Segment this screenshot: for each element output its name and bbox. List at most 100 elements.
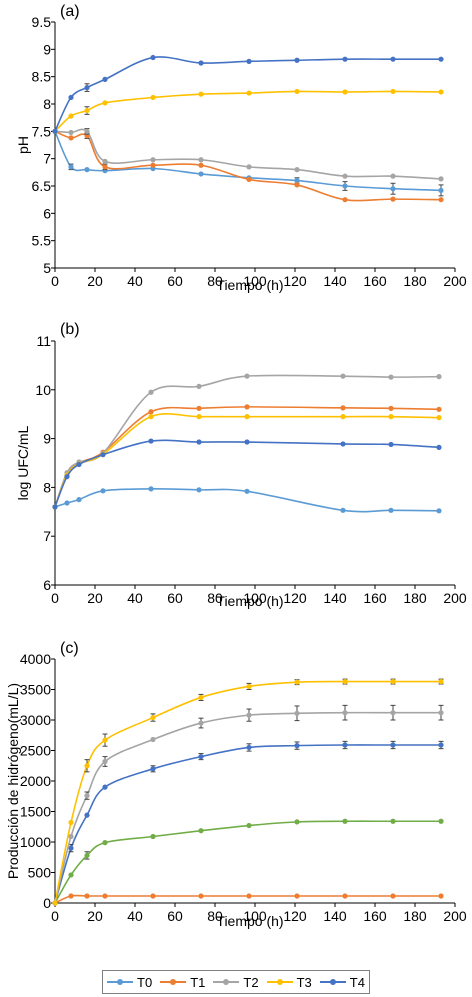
chart-b-series-t3-point — [148, 414, 154, 420]
chart-c-series-t4-point — [150, 766, 156, 772]
chart-c-x-tick-label: 100 — [243, 908, 267, 924]
chart-b-series-t2-point — [340, 373, 346, 379]
chart-c-y-tick-label: 2500 — [20, 743, 51, 759]
chart-b-x-tick-label: 0 — [51, 590, 59, 606]
chart-c-y-tick-label: 4000 — [20, 651, 51, 667]
chart-b-series-t3-point — [436, 415, 442, 421]
chart-a-series-t4-point — [342, 56, 348, 62]
chart-a-series-t0-point — [438, 187, 444, 193]
chart-c-y-tick-label: 1000 — [20, 834, 51, 850]
chart-c-series-t1-point — [294, 893, 300, 899]
chart-a-series-t4-point — [246, 58, 252, 64]
chart-a-series-t4-point — [84, 85, 90, 91]
chart-c-series-t3-point — [390, 678, 396, 685]
chart-b-series-t0-point — [64, 500, 70, 506]
chart-a-y-tick-label: 6.5 — [32, 178, 52, 194]
chart-c-series-t4-point — [68, 845, 74, 851]
chart-b-series-t2-point — [148, 389, 154, 395]
legend-swatch-t2 — [213, 976, 240, 988]
chart-b-series-t1-point — [244, 404, 250, 410]
chart-b-series-t2-line — [54, 374, 440, 508]
chart-a-series-t1-point — [390, 196, 396, 202]
chart-c-series-t2-point — [294, 710, 300, 716]
chart-b-series-t4-line — [54, 439, 440, 508]
chart-b-x-tick-label: 40 — [127, 590, 143, 606]
chart-a-series-t1-point — [198, 162, 204, 168]
chart-b-y-label: log UFC/mL — [15, 425, 31, 500]
chart-a-series-t1-point — [246, 176, 252, 183]
chart-c-series-t2-point — [198, 720, 204, 726]
chart-c-x-tick-label: 80 — [207, 908, 223, 924]
chart-b-x-tick-label: 120 — [283, 590, 307, 606]
chart-c-series-unnamed-1-point — [150, 833, 156, 840]
chart-a-series-t3-point — [390, 88, 396, 95]
legend-label-t4: T4 — [349, 974, 365, 990]
chart-c-x-tick-label: 200 — [443, 908, 467, 924]
chart-b-x-label: Tiempo (h) — [216, 593, 283, 609]
chart-a-series-t0-point — [68, 164, 74, 170]
chart-c-series-t2-point — [150, 736, 156, 743]
chart-a-series-t2-point — [294, 167, 300, 173]
chart-a-x-tick-label: 180 — [403, 273, 427, 289]
chart-c-series-t4-point — [246, 744, 252, 751]
chart-c-y-tick-label: 0 — [43, 895, 51, 911]
chart-c-series-unnamed-1-point — [102, 840, 108, 846]
chart-c-series-t1-point — [390, 893, 396, 899]
chart-a-y-tick-label: 9 — [43, 41, 51, 57]
chart-a-series-t4-point — [390, 56, 396, 62]
legend-label-t1: T1 — [190, 974, 206, 990]
chart-b-series-t0-point — [436, 508, 442, 514]
chart-a-y-tick-label: 8 — [43, 96, 51, 112]
chart-c-series-t3-point — [342, 678, 348, 685]
chart-a-series-t4-point — [438, 56, 444, 62]
chart-a-x-tick-label: 80 — [207, 273, 223, 289]
chart-a-x-tick-label: 20 — [87, 273, 103, 289]
chart-c-series-t3-point — [150, 714, 156, 721]
chart-c-series-t3-point — [68, 819, 74, 826]
chart-a-y-tick-label: 7 — [43, 151, 51, 167]
chart-c-y-tick-label: 2000 — [20, 773, 51, 789]
chart-b-series-t1-point — [148, 409, 154, 415]
chart-a-series-t1-point — [438, 197, 444, 203]
chart-c-series-t2-point — [84, 793, 90, 799]
chart-a-series-t2-point — [246, 164, 252, 170]
chart-a-x-tick-label: 120 — [283, 273, 307, 289]
chart-c-x-tick-label: 120 — [283, 908, 307, 924]
chart-c-x-tick-label: 180 — [403, 908, 427, 924]
chart-c-series-t1-point — [342, 893, 348, 899]
chart-b-series-t2-point — [388, 374, 394, 380]
legend-item-t4: T4 — [319, 974, 365, 990]
chart-b-series-t2-point — [244, 373, 250, 379]
chart-b-series-t3-point — [340, 414, 346, 420]
chart-a-y-label: pH — [15, 136, 31, 154]
chart-c-y-label: Producción de hidrógeno(mL/L) — [5, 683, 21, 879]
chart-c-title: (c) — [60, 640, 79, 657]
chart-a-series-t2-point — [84, 128, 90, 134]
chart-c-series-t3-point — [198, 694, 204, 701]
chart-a-series-t2-point — [198, 157, 204, 163]
chart-a-x-tick-label: 60 — [167, 273, 183, 289]
chart-c-y-tick-label: 1500 — [20, 804, 51, 820]
chart-c-series-t3-point — [52, 900, 58, 906]
chart-a-series-t3-point — [342, 89, 348, 95]
chart-a-series-t0-point — [342, 183, 348, 189]
chart-b-x-tick-label: 80 — [207, 590, 223, 606]
chart-a-series-t2-point — [150, 157, 156, 163]
chart-c-x-tick-label: 140 — [323, 908, 347, 924]
chart-a-x-label: Tiempo (h) — [216, 277, 283, 293]
chart-b-series-t2-point — [436, 374, 442, 380]
legend-item-t3: T3 — [266, 975, 312, 990]
chart-b-series-t4-point — [148, 438, 154, 444]
chart-a-series-t3-point — [102, 100, 108, 106]
legend-item-t0: T0 — [107, 975, 152, 990]
chart-c-series-unnamed-1-point — [68, 872, 74, 878]
chart-c-x-tick-label: 20 — [87, 908, 103, 924]
chart-a-y-tick-label: 7.5 — [32, 123, 52, 139]
chart-b-y-tick-label: 9 — [43, 431, 51, 447]
chart-c-series-t4-point — [294, 743, 300, 749]
chart-c-series-t1-point — [68, 893, 74, 899]
chart-a-series-t4-point — [150, 54, 156, 61]
chart-b-series-t3-point — [388, 414, 394, 420]
chart-c-series-t2-point — [246, 712, 252, 718]
chart-c-x-tick-label: 40 — [127, 908, 143, 924]
